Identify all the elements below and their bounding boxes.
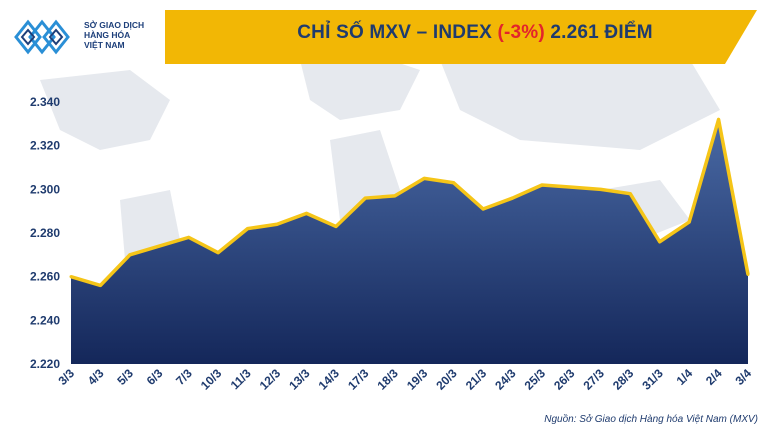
data-point [481, 207, 485, 211]
x-tick-label: 26/3 [551, 366, 578, 393]
x-tick-label: 5/3 [114, 366, 136, 388]
x-tick-label: 27/3 [581, 366, 608, 393]
y-tick-label: 2.260 [30, 270, 60, 284]
title-banner [165, 10, 757, 64]
title-prefix: CHỈ SỐ MXV – INDEX [297, 22, 492, 43]
y-tick-label: 2.320 [30, 139, 60, 153]
logo-line-1: SỞ GIAO DỊCH [84, 20, 145, 30]
x-tick-label: 13/3 [286, 366, 313, 393]
data-point [216, 251, 220, 255]
x-tick-label: 4/3 [85, 366, 107, 388]
x-tick-label: 21/3 [463, 366, 490, 393]
x-tick-label: 20/3 [433, 366, 460, 393]
data-point [157, 244, 161, 248]
data-point [540, 183, 544, 187]
chart-title: CHỈ SỐ MXV – INDEX (-3%) 2.261 ĐIỂM [215, 22, 735, 52]
x-tick-label: 31/3 [639, 366, 666, 393]
x-tick-label: 12/3 [257, 366, 284, 393]
x-tick-label: 2/4 [703, 366, 725, 388]
data-point [658, 240, 662, 244]
y-tick-label: 2.280 [30, 226, 60, 240]
data-point [304, 211, 308, 215]
x-tick-label: 7/3 [173, 366, 195, 388]
x-tick-label: 1/4 [674, 366, 696, 388]
data-point [187, 235, 191, 239]
x-tick-label: 28/3 [610, 366, 637, 393]
data-point [275, 222, 279, 226]
source-note: Nguồn: Sở Giao dịch Hàng hóa Việt Nam (M… [544, 414, 758, 425]
x-tick-label: 18/3 [374, 366, 401, 393]
data-point [452, 181, 456, 185]
data-point [246, 227, 250, 231]
logo-line-2: HÀNG HÓA [84, 30, 131, 40]
data-point [511, 196, 515, 200]
x-tick-label: 10/3 [198, 366, 225, 393]
logo-mark-icon [14, 19, 70, 55]
title-change: (-3%) [497, 22, 545, 43]
mxv-logo: SỞ GIAO DỊCH HÀNG HÓA VIỆT NAM [6, 8, 154, 64]
area-fill [71, 119, 748, 364]
data-point [746, 272, 750, 276]
x-tick-label: 3/4 [732, 366, 754, 388]
data-point [687, 220, 691, 224]
data-point [717, 117, 721, 121]
header: SỞ GIAO DỊCH HÀNG HÓA VIỆT NAM CHỈ SỐ MX… [0, 0, 766, 78]
y-tick-label: 2.340 [30, 95, 60, 109]
series-line [70, 117, 750, 288]
data-point [363, 196, 367, 200]
data-point [393, 194, 397, 198]
data-point [69, 275, 73, 279]
x-tick-label: 24/3 [492, 366, 519, 393]
data-point [98, 283, 102, 287]
data-point [334, 224, 338, 228]
data-point [569, 185, 573, 189]
data-point [128, 253, 132, 257]
x-tick-label: 17/3 [345, 366, 372, 393]
x-tick-label: 11/3 [228, 366, 254, 392]
data-point [628, 192, 632, 196]
y-tick-label: 2.220 [30, 357, 60, 371]
logo-line-3: VIỆT NAM [84, 40, 125, 50]
title-suffix: 2.261 ĐIỂM [550, 22, 653, 43]
data-point [422, 176, 426, 180]
y-tick-label: 2.240 [30, 313, 60, 327]
x-tick-label: 6/3 [144, 366, 166, 388]
x-tick-label: 25/3 [522, 366, 549, 393]
y-tick-label: 2.300 [30, 182, 60, 196]
data-point [599, 187, 603, 191]
x-tick-label: 19/3 [404, 366, 431, 393]
x-tick-label: 14/3 [316, 366, 343, 393]
